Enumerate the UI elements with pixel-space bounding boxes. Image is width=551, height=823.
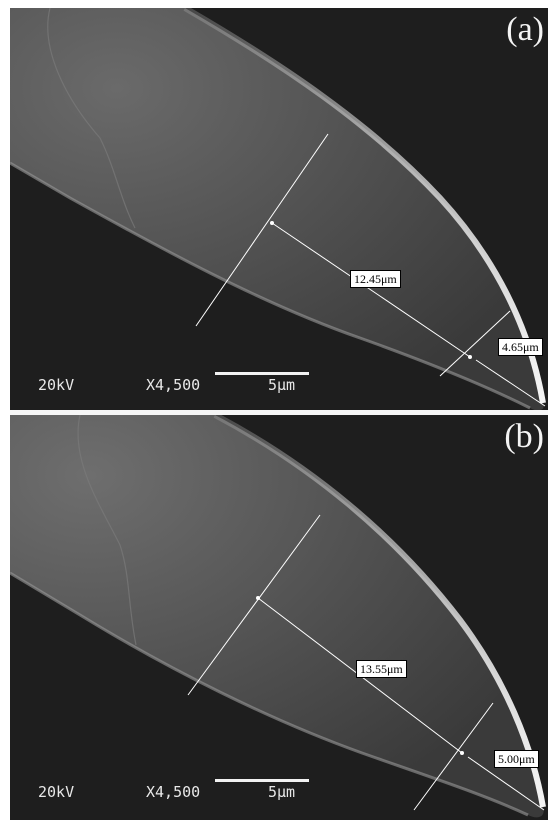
panel-label-a: (a) xyxy=(506,11,544,48)
specimen-lower-edge-a xyxy=(10,161,531,410)
scale-label-b: 5μm xyxy=(268,783,296,801)
scale-label-a: 5μm xyxy=(268,376,296,394)
scale-bar-a xyxy=(215,372,309,375)
long-measurement-label-a: 12.45μm xyxy=(350,270,401,288)
scale-bar-b xyxy=(215,779,309,782)
tip-measurement-label-b: 5.00μm xyxy=(494,750,539,768)
voltage-label-b: 20kV xyxy=(38,783,75,801)
specimen-edge-b xyxy=(213,415,546,808)
measure-line-tip-b xyxy=(467,756,545,811)
panel-label-b: (b) xyxy=(504,418,544,455)
measure-marker-a xyxy=(468,355,472,359)
sem-image-a xyxy=(10,8,548,413)
sem-panel-b: (b) 13.55μm 5.00μm 20kV X4,500 5μm xyxy=(10,415,548,820)
guide-line-2-a xyxy=(439,310,511,377)
magnification-label-b: X4,500 xyxy=(146,783,201,801)
specimen-tip-b xyxy=(10,415,544,818)
measure-marker-b xyxy=(460,751,464,755)
grain-boundary-b xyxy=(77,415,137,646)
measure-line-tip-a xyxy=(475,359,546,407)
voltage-label-a: 20kV xyxy=(38,376,75,394)
sem-panel-a: (a) 12.45μm 4.65μm 20kV X4,500 5μm xyxy=(10,8,548,413)
guide-line-2-b xyxy=(413,702,494,811)
specimen-lower-edge-b xyxy=(10,571,529,817)
measure-line-long-a xyxy=(271,222,471,358)
measure-marker-a xyxy=(270,221,274,225)
guide-line-1-a xyxy=(195,133,329,327)
grain-boundary-a xyxy=(47,8,136,229)
measure-marker-b xyxy=(256,596,260,600)
magnification-label-a: X4,500 xyxy=(146,376,201,394)
long-measurement-label-b: 13.55μm xyxy=(356,660,407,678)
sem-image-b xyxy=(10,415,548,820)
specimen-edge-a xyxy=(183,8,546,404)
guide-line-1-b xyxy=(187,514,321,696)
panel-separator xyxy=(10,410,548,415)
tip-measurement-label-a: 4.65μm xyxy=(498,338,543,356)
